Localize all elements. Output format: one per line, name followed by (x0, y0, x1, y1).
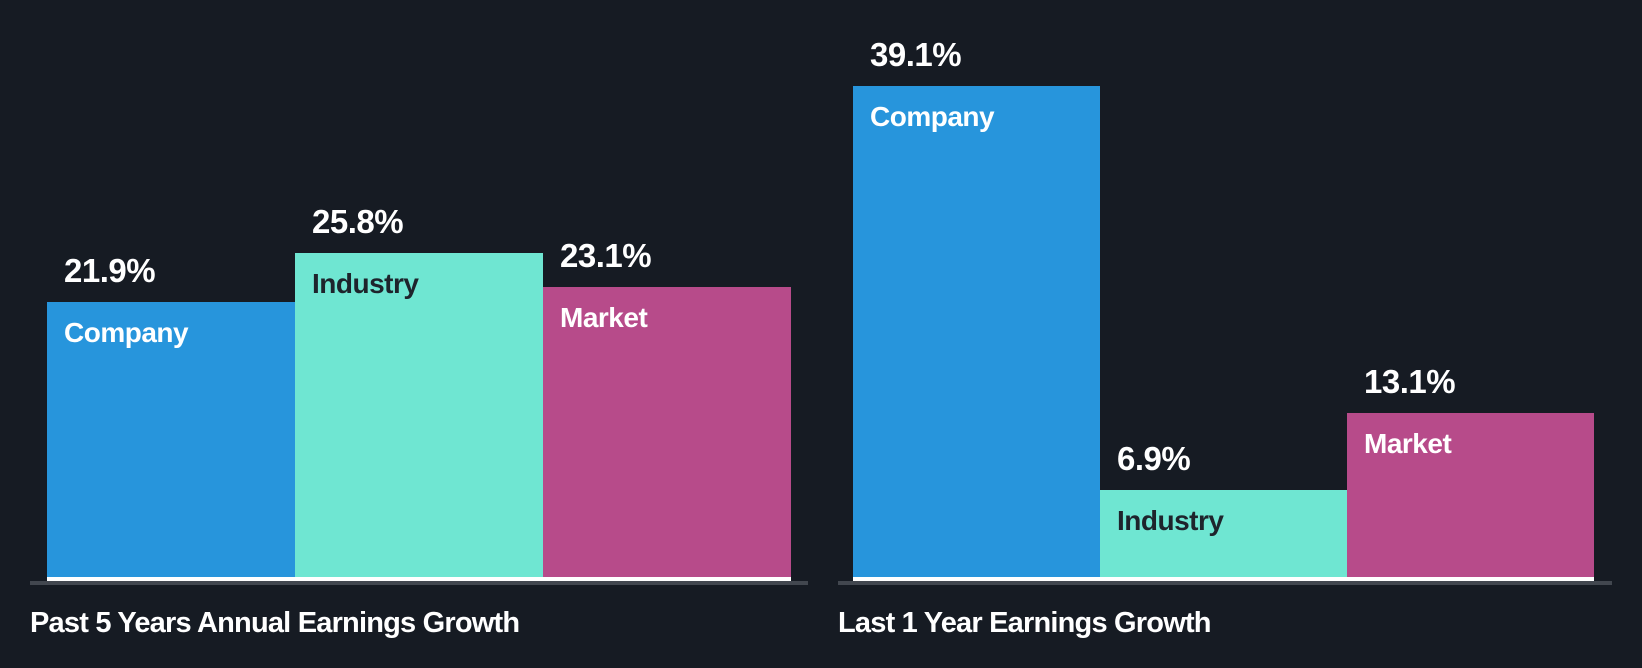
category-label-company: Company (870, 101, 995, 132)
category-label-industry: Industry (312, 268, 419, 299)
plot-area: 39.1% Company 6.9% Industry 13.1% Market (838, 0, 1618, 585)
bar-company[interactable]: Company (853, 86, 1100, 577)
chart-last-1-year-earnings-growth: 39.1% Company 6.9% Industry 13.1% Market Last… (838, 0, 1618, 640)
x-axis-line (838, 581, 1612, 585)
category-label-company: Company (64, 317, 189, 348)
bar-market[interactable]: Market (543, 287, 791, 577)
value-label-company: 21.9% (64, 252, 156, 290)
x-axis-line (30, 581, 808, 585)
bars: 21.9% Company 25.8% Industry 23.1% Market (47, 0, 791, 577)
bar-industry[interactable]: Industry (295, 253, 543, 577)
bar-group-industry: 25.8% Industry (295, 203, 543, 577)
chart-past-5-years-earnings-growth: 21.9% Company 25.8% Industry 23.1% Market Pas… (30, 0, 815, 640)
value-label-industry: 25.8% (312, 203, 404, 241)
value-label-company: 39.1% (870, 36, 962, 74)
chart-title: Last 1 Year Earnings Growth (838, 607, 1212, 639)
bar-market[interactable]: Market (1347, 413, 1594, 577)
bar-group-market: 23.1% Market (543, 237, 791, 577)
value-label-industry: 6.9% (1117, 440, 1191, 478)
bar-group-industry: 6.9% Industry (1100, 440, 1347, 577)
bar-industry[interactable]: Industry (1100, 490, 1347, 577)
bar-group-company: 39.1% Company (853, 36, 1100, 577)
bar-group-market: 13.1% Market (1347, 363, 1594, 577)
chart-title: Past 5 Years Annual Earnings Growth (30, 607, 520, 639)
value-label-market: 23.1% (560, 237, 652, 275)
baseline (853, 577, 1594, 581)
category-label-market: Market (560, 302, 648, 333)
value-label-market: 13.1% (1364, 363, 1456, 401)
bar-group-company: 21.9% Company (47, 252, 295, 577)
category-label-market: Market (1364, 428, 1452, 459)
plot-area: 21.9% Company 25.8% Industry 23.1% Market (30, 0, 815, 585)
baseline (47, 577, 791, 581)
bars: 39.1% Company 6.9% Industry 13.1% Market (853, 0, 1594, 577)
category-label-industry: Industry (1117, 505, 1224, 536)
bar-company[interactable]: Company (47, 302, 295, 577)
